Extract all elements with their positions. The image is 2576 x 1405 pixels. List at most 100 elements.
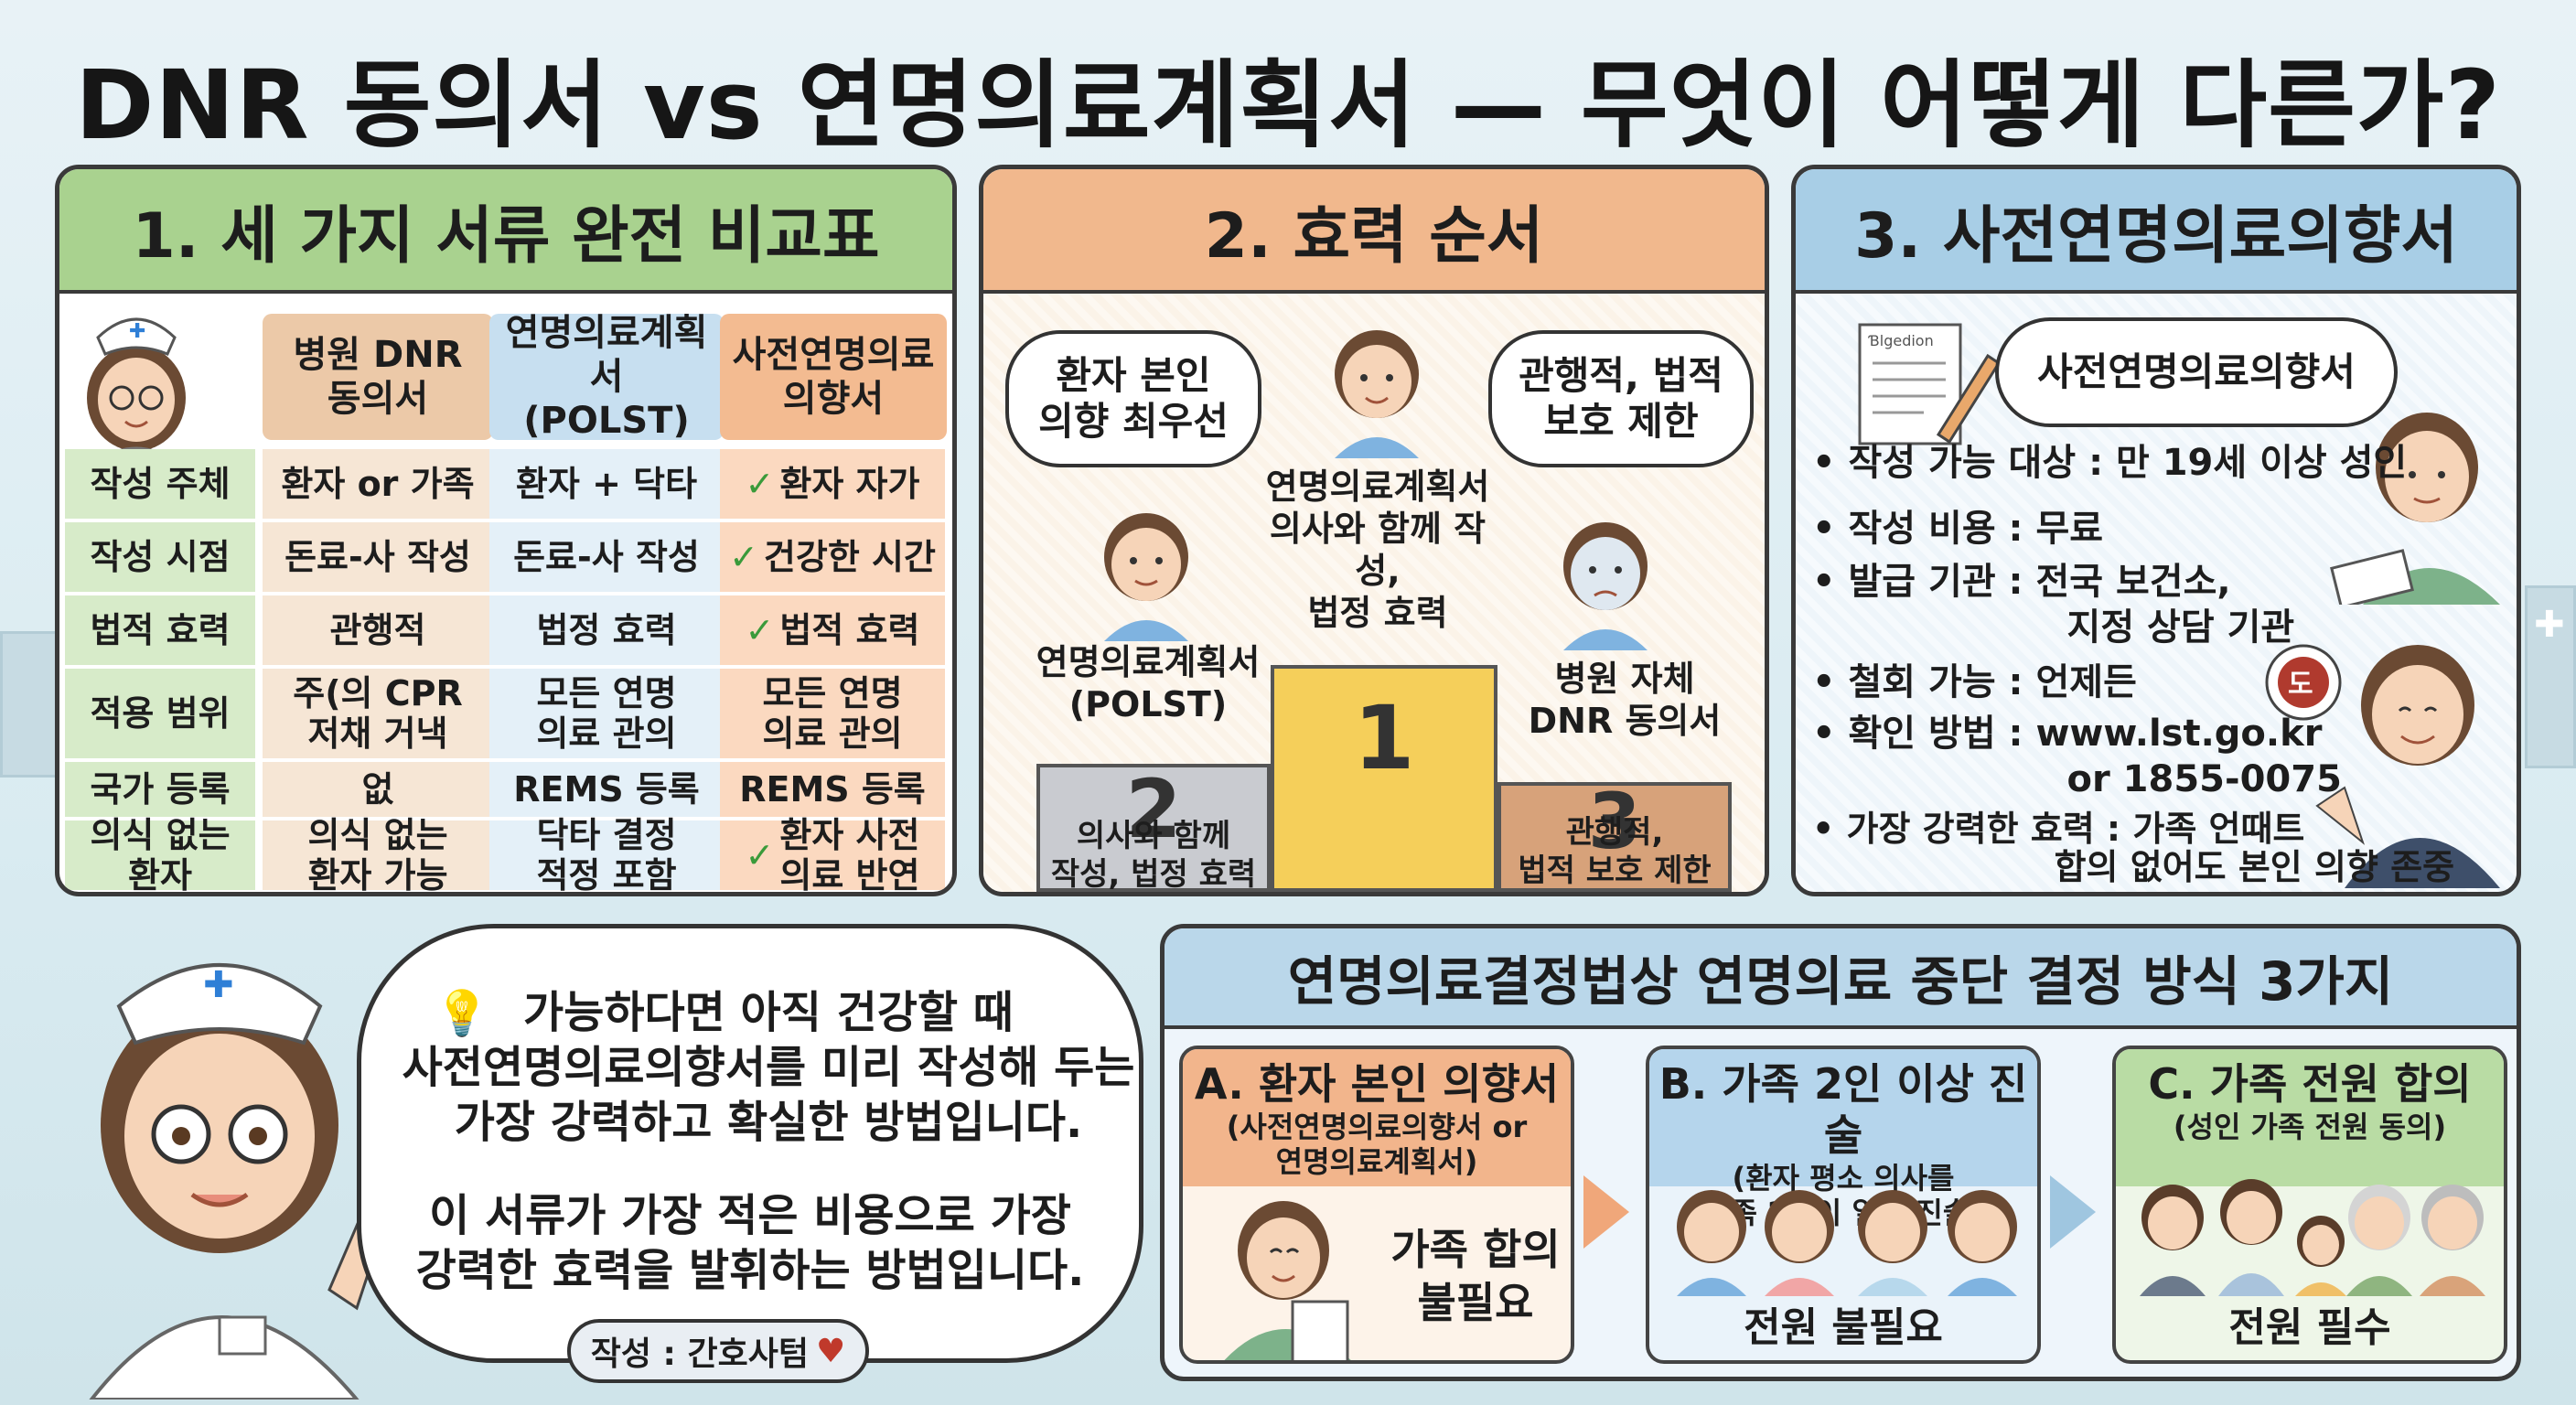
method-a-note: 가족 합의 불필요 xyxy=(1390,1225,1561,1327)
panel1-heading: 1. 세 가지 서류 완전 비교표 xyxy=(59,169,952,294)
rank1-label: 연명의료계획서 의사와 함께 작성, 법정 효력 xyxy=(1265,467,1490,633)
check-icon: ✓ xyxy=(745,835,775,875)
table-cell-checked: ✓ 환자 자가 xyxy=(720,449,945,519)
podium-rank3: 3 관행적, 법적 보호 제한 xyxy=(1497,777,1732,892)
method-c-header: C. 가족 전원 합의 (성인 가족 전원 동의) xyxy=(2116,1049,2504,1186)
cell-text: 법적 효력 xyxy=(779,610,920,650)
podium-rank1: 1 xyxy=(1271,665,1497,892)
person-rank3-worried-icon xyxy=(1563,522,1648,650)
whole-family-icon xyxy=(2140,1179,2485,1296)
info-strongest-effect-cont: 합의 없어도 본인 의향 존중 xyxy=(1812,847,2455,887)
table-row: 작성 주체 환자 or 가족 환자 + 닥타 ✓ 환자 자가 xyxy=(65,449,945,519)
method-b-header: B. 가족 2인 이상 진술 (환자 평소 의사를 가족 2인이 일치 진술) xyxy=(1649,1049,2037,1230)
table-cell: 모든 연명 의료 관의 xyxy=(489,669,724,758)
rank1-number: 1 xyxy=(1353,687,1415,789)
background-cross-icon: ✚ xyxy=(2534,604,2565,646)
nurse-avatar-icon: ✚ xyxy=(87,317,186,462)
table-cell: 환자 + 닥타 xyxy=(489,449,724,519)
arrow-right-icon xyxy=(2050,1175,2096,1249)
method-c-footer: 전원 필수 xyxy=(2228,1304,2391,1351)
cell-text: 환자 사전 의료 반연 xyxy=(779,815,920,896)
method-c-subtitle: (성인 가족 전원 동의) xyxy=(2173,1110,2447,1144)
table-row: 국가 등록 없 REMS 등록 REMS 등록 xyxy=(65,762,945,817)
table-row: 의식 없는 환자 의식 없는 환자 가능 닥타 결정 적정 포함 ✓ 환자 사전 … xyxy=(65,815,945,892)
column-header-hospital-dnr: 병원 DNR 동의서 xyxy=(263,314,493,440)
panel4-heading: 연명의료결정법상 연명의료 중단 결정 방식 3가지 xyxy=(1165,928,2517,1029)
background-hospital-left xyxy=(0,631,64,778)
person-writing-icon xyxy=(2330,413,2500,605)
cell-text: 건강한 시간 xyxy=(763,537,936,577)
column-header-polst: 연명의료계획서 (POLST) xyxy=(489,312,724,442)
speech-paragraph-1: 가능하다면 아직 건강할 때 사전연명의료의향서를 미리 작성해 두는 가장 강… xyxy=(402,987,1135,1148)
person-rank2-icon xyxy=(1104,513,1188,641)
speech-bubble-left: 환자 본인 의향 최우선 xyxy=(1005,330,1261,467)
table-cell: 모든 연명 의료 관의 xyxy=(720,669,945,758)
table-cell: REMS 등록 xyxy=(489,762,724,817)
rank2-label: 연명의료계획서 (POLST) xyxy=(1036,642,1261,724)
table-cell-checked: ✓ 건강한 시간 xyxy=(720,522,945,592)
author-badge: 작성 : 간호사텀 ♥ xyxy=(567,1319,869,1383)
rank3-caption: 관행적, 법적 보호 제한 xyxy=(1518,814,1712,889)
check-icon: ✓ xyxy=(745,610,775,650)
info-revocable: • 철회 가능 : 언제든 xyxy=(1812,661,2137,703)
row-label: 의식 없는 환자 xyxy=(65,815,255,892)
nurse-speech-bubble: 💡 가능하다면 아직 건강할 때 사전연명의료의향서를 미리 작성해 두는 가장… xyxy=(357,924,1143,1363)
table-cell: 돈료-사 작성 xyxy=(263,522,493,592)
table-row: 법적 효력 관행적 법정 효력 ✓ 법적 효력 xyxy=(65,595,945,665)
svg-text:✚: ✚ xyxy=(129,320,145,343)
info-target: • 작성 가능 대상 : 만 19세 이상 성인 xyxy=(1812,442,2408,484)
rank2-caption: 의사와 함께 작성, 법정 효력 xyxy=(1050,818,1257,893)
table-cell: 닥타 결정 적정 포함 xyxy=(489,815,724,892)
method-a-subtitle: (사전연명의료의향서 or 연명의료계획서) xyxy=(1226,1110,1528,1179)
decision-methods-panel: 연명의료결정법상 연명의료 중단 결정 방식 3가지 A. 환자 본인 의향서 … xyxy=(1160,924,2521,1381)
person-waving-icon xyxy=(2315,645,2500,888)
author-text: 작성 : 간호사텀 xyxy=(590,1335,809,1373)
page-title: DNR 동의서 vs 연명의료계획서 — 무엇이 어떻게 다른가? xyxy=(75,49,2501,161)
speech-bubble-advance-directive: 사전연명의료의향서 xyxy=(1995,317,2398,427)
panel3-heading: 3. 사전연명의료의향서 xyxy=(1796,169,2517,294)
priority-order-panel: 2. 효력 순서 환자 본인 의향 최우선 관행적, 법적 보호 제한 연명의료… xyxy=(979,165,1769,896)
document-pen-icon xyxy=(1858,323,2002,445)
row-label: 국가 등록 xyxy=(65,762,255,817)
arrow-right-icon xyxy=(1583,1175,1629,1249)
info-issuer-cont: 지정 상담 기관 xyxy=(1812,606,2295,649)
table-cell: 없 xyxy=(263,762,493,817)
check-icon: ✓ xyxy=(745,464,775,504)
row-label: 작성 시점 xyxy=(65,522,255,592)
info-cost: • 작성 비용 : 무료 xyxy=(1812,508,2104,550)
row-label: 작성 주체 xyxy=(65,449,255,519)
family-group-icon xyxy=(1677,1190,2017,1296)
person-rank1-icon xyxy=(1335,330,1419,458)
info-issuer: • 발급 기관 : 전국 보건소, xyxy=(1812,561,2231,603)
method-card-c: C. 가족 전원 합의 (성인 가족 전원 동의) 전원 필수 xyxy=(2112,1046,2507,1364)
lightbulb-icon: 💡 xyxy=(435,988,489,1039)
method-a-header: A. 환자 본인 의향서 (사전연명의료의향서 or 연명의료계획서) xyxy=(1183,1049,1571,1186)
row-label: 적용 범위 xyxy=(65,669,255,758)
podium-area: 환자 본인 의향 최우선 관행적, 법적 보호 제한 연명의료계획서 의사와 함… xyxy=(983,294,1765,892)
info-check-method-cont: or 1855-0075 xyxy=(1812,758,2342,800)
comparison-table-panel: 1. 세 가지 서류 완전 비교표 ✚ 병원 DNR 동의서 연명의료계획서 (… xyxy=(55,165,957,896)
cell-text: 환자 자가 xyxy=(779,464,920,504)
panel2-heading: 2. 효력 순서 xyxy=(983,169,1765,294)
method-c-title: C. 가족 전원 합의 xyxy=(2148,1059,2472,1109)
method-card-b: B. 가족 2인 이상 진술 (환자 평소 의사를 가족 2인이 일치 진술) … xyxy=(1646,1046,2041,1364)
check-icon: ✓ xyxy=(729,537,758,577)
table-cell-checked: ✓ 법적 효력 xyxy=(720,595,945,665)
table-cell-checked: ✓ 환자 사전 의료 반연 xyxy=(720,815,945,892)
advance-directive-panel: 3. 사전연명의료의향서 Ɓlgedion 사전연명의료의향서 xyxy=(1791,165,2521,896)
seal-stamp-text: 도 xyxy=(2288,669,2313,701)
seal-stamp-icon xyxy=(2265,644,2342,721)
method-b-title: B. 가족 2인 이상 진술 xyxy=(1658,1059,2028,1160)
table-cell: 관행적 xyxy=(263,595,493,665)
nurse-pointing-icon: ✚ xyxy=(89,963,404,1400)
podium-rank2: 2 의사와 함께 작성, 법정 효력 xyxy=(1036,762,1271,893)
table-cell: REMS 등록 xyxy=(720,762,945,817)
table-cell: 법정 효력 xyxy=(489,595,724,665)
method-card-a: A. 환자 본인 의향서 (사전연명의료의향서 or 연명의료계획서) 가족 합… xyxy=(1179,1046,1574,1364)
background-hospital-right xyxy=(2525,585,2576,768)
rank3-number: 3 xyxy=(1587,777,1642,866)
info-strongest-effect: • 가장 강력한 효력 : 가족 언때트 xyxy=(1812,809,2305,849)
svg-text:✚: ✚ xyxy=(203,964,234,1006)
info-check-method: • 확인 방법 : www.lst.go.kr xyxy=(1812,713,2323,755)
table-cell: 돈료-사 작성 xyxy=(489,522,724,592)
